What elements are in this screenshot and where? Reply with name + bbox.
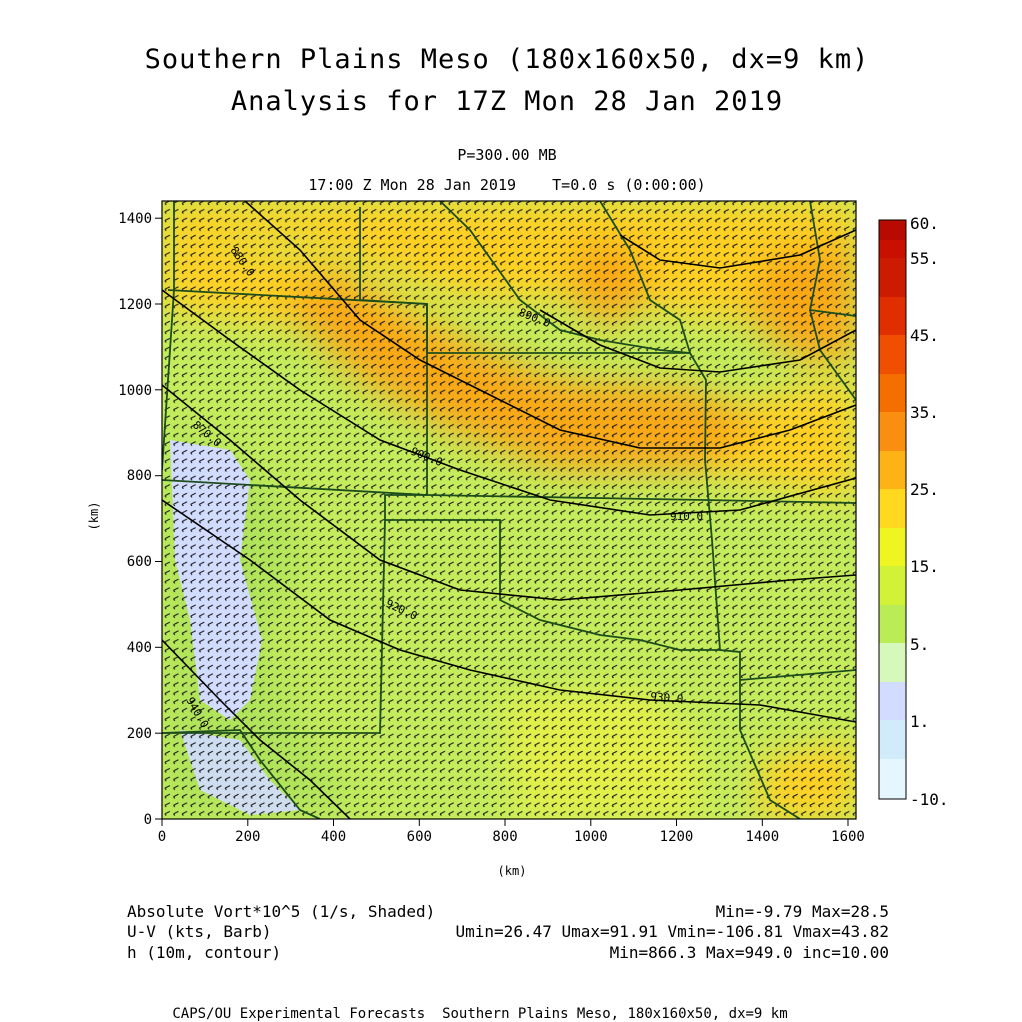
valid-time-label: 17:00 Z Mon 28 Jan 2019 T=0.0 s (0:00:00…	[308, 176, 706, 194]
x-tick-label: 400	[321, 829, 346, 845]
colorbar-label: 25.	[910, 480, 939, 499]
field-legend: Absolute Vort*10^5 (1/s, Shaded) Min=-9.…	[127, 902, 889, 962]
x-axis-unit: (km)	[498, 864, 527, 878]
colorbar-label: 45.	[910, 326, 939, 345]
colorbar-label: 35.	[910, 403, 939, 422]
colorbar-swatch	[879, 335, 906, 374]
colorbar-swatch	[879, 605, 906, 643]
legend-field2-stats: Umin=26.47 Umax=91.91 Vmin=-106.81 Vmax=…	[456, 922, 889, 941]
x-tick-label: 0	[158, 829, 166, 845]
colorbar-swatch	[879, 258, 906, 297]
colorbar-swatch	[879, 240, 906, 258]
x-axis: 0 200 400 600 800 1000 1200 1400 1600 (k…	[158, 819, 865, 878]
x-tick-label: 1600	[831, 829, 865, 845]
pressure-level-label: P=300.00 MB	[457, 146, 557, 164]
colorbar-swatch	[879, 412, 906, 451]
plot-frame	[161, 200, 857, 820]
colorbar-swatch	[879, 297, 906, 335]
y-tick-label: 1200	[118, 297, 152, 313]
height-contours	[162, 201, 856, 819]
colorbar: 60. 55. 45. 35. 25. 15. 5. 1. -10.	[878, 214, 949, 809]
y-tick-label: 400	[127, 640, 152, 656]
map-title-line1: Southern Plains Meso (180x160x50, dx=9 k…	[144, 44, 870, 75]
state-boundaries	[162, 201, 856, 819]
legend-field3-stats: Min=866.3 Max=949.0 inc=10.00	[610, 943, 889, 962]
colorbar-swatch	[879, 643, 906, 682]
vorticity-shading	[162, 201, 856, 819]
colorbar-label: 5.	[910, 635, 929, 654]
colorbar-label: -10.	[910, 790, 949, 809]
legend-field1: Absolute Vort*10^5 (1/s, Shaded)	[127, 902, 435, 921]
x-tick-label: 600	[407, 829, 432, 845]
legend-field3: h (10m, contour)	[127, 943, 281, 962]
colorbar-swatch	[879, 566, 906, 605]
colorbar-label: 55.	[910, 249, 939, 268]
contour-label: 930.0	[650, 690, 684, 706]
colorbar-swatch	[879, 220, 906, 240]
y-axis-unit: (km)	[87, 502, 101, 531]
colorbar-swatch	[879, 528, 906, 566]
legend-field1-stats: Min=-9.79 Max=28.5	[716, 902, 889, 921]
colorbar-swatch	[879, 682, 906, 720]
colorbar-swatch	[879, 451, 906, 489]
y-tick-label: 800	[127, 468, 152, 484]
y-tick-label: 0	[144, 812, 152, 828]
legend-field2: U-V (kts, Barb)	[127, 922, 272, 941]
colorbar-label: 60.	[910, 214, 939, 233]
colorbar-label: 15.	[910, 557, 939, 576]
map-title-line2: Analysis for 17Z Mon 28 Jan 2019	[230, 86, 784, 117]
x-tick-label: 800	[492, 829, 517, 845]
y-axis: 0 200 400 600 800 1000 1200 1400 (km)	[87, 211, 162, 828]
colorbar-swatch	[879, 489, 906, 528]
y-tick-label: 1400	[118, 211, 152, 227]
colorbar-swatch	[879, 374, 906, 412]
y-tick-label: 600	[127, 554, 152, 570]
colorbar-label: 1.	[910, 712, 929, 731]
x-tick-label: 1000	[574, 829, 608, 845]
colorbar-swatch	[879, 759, 906, 799]
x-tick-label: 1400	[745, 829, 779, 845]
y-tick-label: 200	[127, 726, 152, 742]
x-tick-label: 1200	[660, 829, 694, 845]
credit-line: CAPS/OU Experimental Forecasts Southern …	[172, 1006, 788, 1022]
y-tick-label: 1000	[118, 383, 152, 399]
contour-label: 910.0	[670, 510, 703, 523]
colorbar-swatch	[879, 720, 906, 759]
x-tick-label: 200	[235, 829, 260, 845]
